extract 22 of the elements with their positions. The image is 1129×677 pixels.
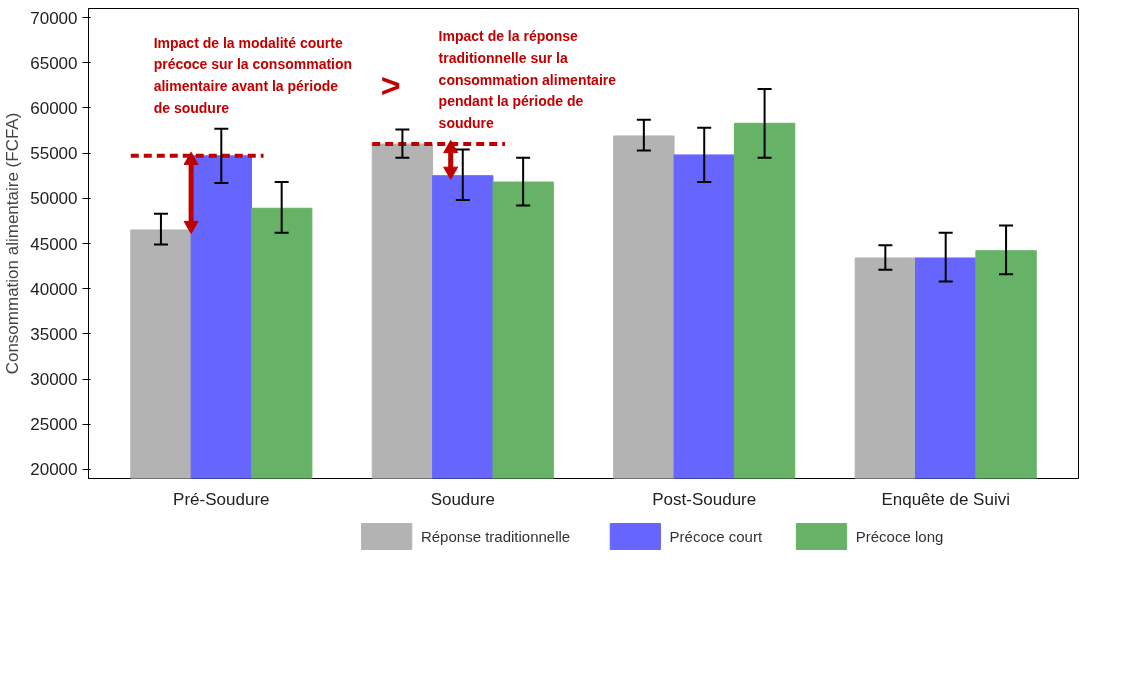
y-tick-label: 60000 [30, 98, 78, 118]
y-tick-label: 40000 [30, 279, 78, 299]
y-tick-label: 45000 [30, 234, 78, 254]
legend-label: Précoce long [855, 528, 944, 545]
y-tick-label: 20000 [30, 460, 78, 480]
x-tick-label: Soudure [430, 489, 495, 509]
y-tick-label: 25000 [30, 415, 78, 435]
y-tick-label: 50000 [30, 189, 78, 209]
y-tick-label: 55000 [30, 144, 78, 164]
x-tick-label: Enquête de Suivi [881, 489, 1010, 509]
y-tick-label: 35000 [30, 324, 78, 344]
legend-label: Réponse traditionnelle [420, 528, 571, 545]
annotation: Impact de la modalité courte précoce sur la consommation alimentaire avant la période de soudure [153, 34, 353, 116]
annotation: Impact de la réponse traditionnelle sur la consommation alimentaire pendant la période de soudure [438, 28, 617, 131]
y-tick-label: 70000 [30, 8, 78, 28]
x-tick-label: Post-Soudure [652, 489, 757, 509]
legend-label: Précoce court [669, 528, 763, 545]
y-tick-label: 65000 [30, 53, 78, 73]
x-tick-label: Pré-Soudure [173, 489, 270, 509]
annotation: > [380, 66, 401, 105]
y-tick-label: 30000 [30, 370, 78, 390]
y-axis-title: Consommation alimentaire (FCFA) [3, 112, 23, 375]
